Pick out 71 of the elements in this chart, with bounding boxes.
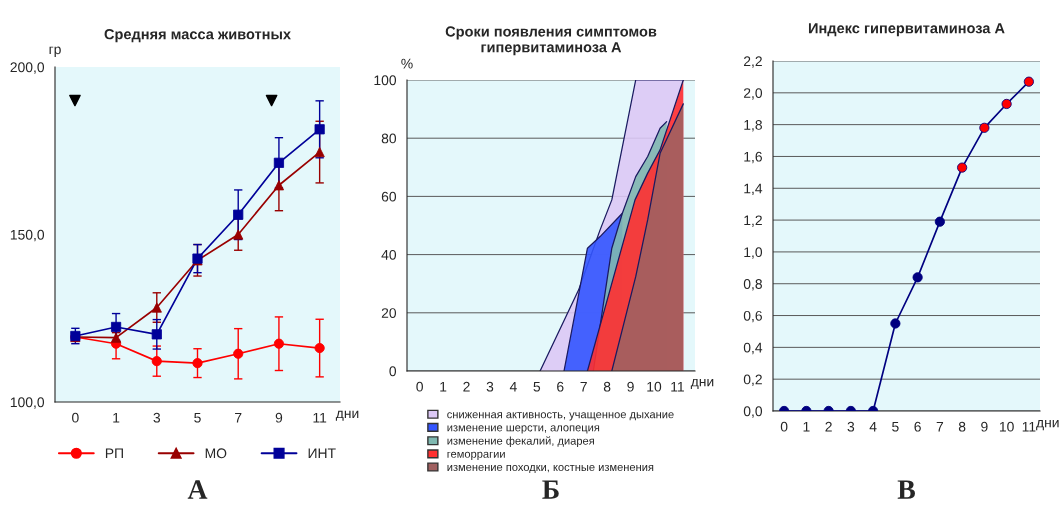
y-tick-label: 1,6 (744, 151, 762, 164)
y-tick-label: 0 (389, 366, 397, 377)
legend-label: изменение фекалий, диарея (447, 436, 594, 447)
x-tick-label: 5 (533, 381, 541, 392)
chart-title: Средняя масса животных (104, 29, 291, 43)
x-tick-label: 1 (113, 412, 120, 423)
x-tick-label: 1 (440, 381, 447, 392)
y-tick-label: 200,0 (10, 62, 45, 74)
y-tick-label: 0,8 (743, 279, 762, 291)
x-tick-label: 11 (1022, 421, 1036, 432)
y-tick-label: 20 (381, 308, 397, 318)
legend-label: ИНТ (308, 448, 336, 459)
x-tick-label: 11 (313, 412, 327, 423)
y-tick-label: 0,0 (743, 406, 763, 418)
legend-label: изменение шерсти, алопеция (447, 425, 600, 434)
x-tick-label: 4 (869, 421, 877, 432)
x-axis-title: дни (1036, 420, 1059, 431)
y-tick-label: 60 (381, 191, 397, 202)
x-tick-label: 3 (847, 421, 855, 432)
x-tick-label: 7 (235, 412, 242, 423)
y-tick-label: 2,2 (743, 56, 762, 68)
legend-label: МО (205, 448, 227, 459)
y-tick-label: 150,0 (10, 229, 45, 242)
x-tick-label: 9 (981, 421, 988, 432)
x-tick-label: 4 (509, 381, 517, 392)
x-tick-label: 9 (275, 412, 283, 423)
x-tick-label: 8 (603, 381, 611, 392)
y-tick-label: 1,4 (744, 183, 763, 196)
x-tick-label: 2 (825, 421, 832, 432)
y-tick-label: 0,6 (743, 310, 762, 323)
x-axis-title: дни (335, 410, 359, 421)
y-tick-label: 80 (381, 133, 397, 144)
x-axis-title: дни (690, 378, 714, 390)
x-tick-label: 11 (671, 381, 684, 392)
y-tick-label: 100,0 (10, 397, 45, 409)
chart-title: Сроки появления симптомов гипервитаминоза А (445, 26, 657, 56)
legend-label: геморрагии (447, 451, 505, 461)
legend-label: сниженная активность, учащенное дыхание (447, 412, 674, 421)
y-axis-title: гр (49, 46, 61, 57)
text: В (897, 480, 915, 499)
x-tick-label: 10 (647, 381, 662, 392)
y-tick-label: 1,8 (744, 119, 762, 132)
x-tick-label: 9 (627, 381, 634, 392)
y-tick-label: 0,4 (743, 342, 763, 355)
x-tick-label: 6 (557, 381, 564, 392)
y-tick-label: 2,0 (743, 88, 763, 100)
text: Б (542, 480, 559, 499)
x-tick-label: 0 (780, 421, 788, 432)
x-tick-label: 0 (72, 412, 79, 423)
y-tick-label: 40 (381, 249, 397, 260)
x-tick-label: 3 (153, 412, 161, 423)
x-tick-label: 0 (416, 381, 423, 392)
x-tick-label: 5 (892, 421, 899, 432)
x-tick-label: 7 (936, 421, 944, 432)
chart-title: Индекс гипервитаминоза А (808, 23, 1005, 37)
y-tick-label: 1,0 (744, 247, 763, 259)
y-tick-label: 0,2 (743, 374, 762, 386)
x-tick-label: 8 (958, 421, 966, 432)
x-tick-label: 3 (486, 381, 494, 392)
x-tick-label: 2 (463, 381, 470, 392)
y-axis-title: % (401, 58, 413, 69)
x-tick-label: 1 (803, 421, 810, 432)
text: А (187, 480, 208, 499)
x-tick-label: 5 (194, 412, 201, 423)
y-tick-label: 1,2 (744, 215, 762, 227)
x-tick-label: 10 (999, 421, 1014, 432)
x-tick-label: 7 (580, 381, 587, 392)
x-tick-label: 6 (914, 421, 921, 432)
legend-label: изменение походки, костные изменения (447, 464, 654, 474)
y-tick-label: 100 (374, 75, 397, 86)
legend-label: РП (105, 448, 123, 459)
